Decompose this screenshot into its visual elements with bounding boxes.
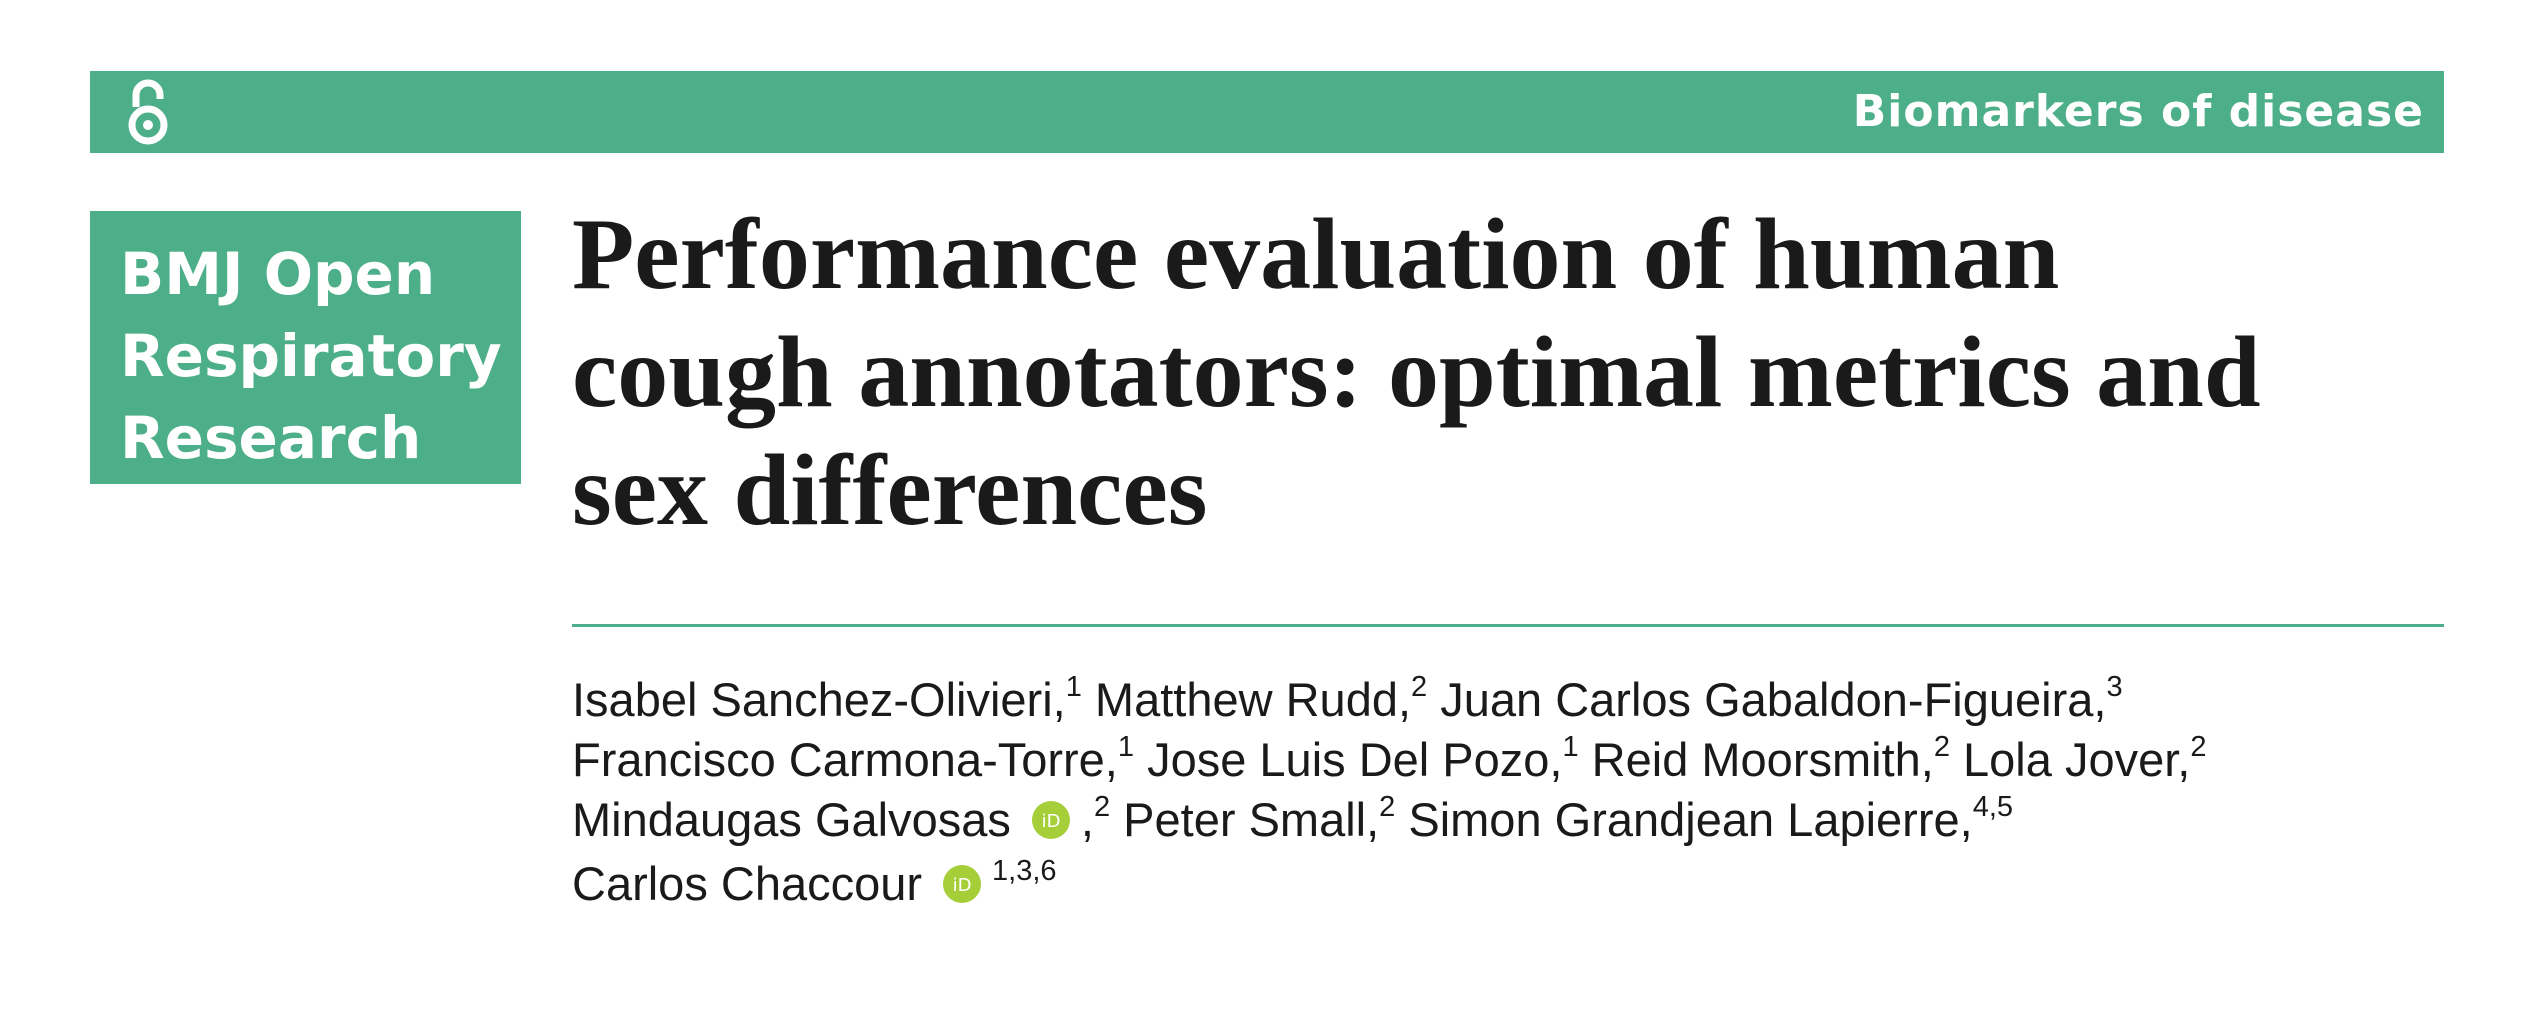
author-name: Mindaugas Galvosas bbox=[572, 793, 1011, 846]
section-banner: Biomarkers of disease bbox=[90, 71, 2444, 153]
orcid-badge[interactable]: iD bbox=[1031, 800, 1071, 840]
affiliation-number: 2 bbox=[1379, 791, 1396, 823]
section-label: Biomarkers of disease bbox=[1852, 86, 2424, 137]
affiliation-number: 1 bbox=[1562, 731, 1579, 763]
affiliation-number: 2 bbox=[1411, 671, 1428, 703]
affiliation-number: 4,5 bbox=[1972, 791, 2014, 823]
affiliation-number: 2 bbox=[1093, 791, 1111, 823]
orcid-badge[interactable]: iD bbox=[942, 864, 982, 904]
journal-name-line: Research bbox=[120, 404, 422, 472]
divider bbox=[572, 624, 2444, 627]
author-name: Reid Moorsmith, bbox=[1591, 733, 1934, 786]
affiliation-number: 1,3,6 bbox=[992, 855, 1057, 887]
author-name: Matthew Rudd, bbox=[1094, 673, 1412, 726]
author-line: Francisco Carmona-Torre,1 Jose Luis Del … bbox=[572, 730, 2206, 790]
svg-text:iD: iD bbox=[1041, 811, 1060, 832]
author-list: Isabel Sanchez-Olivieri,1 Matthew Rudd,2… bbox=[572, 670, 2206, 918]
author-name: Jose Luis Del Pozo, bbox=[1147, 733, 1563, 786]
svg-text:iD: iD bbox=[953, 875, 972, 896]
orcid-icon: iD bbox=[1031, 794, 1071, 854]
author-line: Mindaugas Galvosas iD ,2 Peter Small,2 Sim… bbox=[572, 790, 2206, 854]
affiliation-number: 1 bbox=[1065, 671, 1082, 703]
author-name: Simon Grandjean Lapierre, bbox=[1408, 793, 1973, 846]
author-name: Lola Jover, bbox=[1963, 733, 2191, 786]
title-line: cough annotators: optimal metrics and bbox=[572, 316, 2261, 429]
affiliation-number: 2 bbox=[1933, 731, 1950, 763]
author-name: Francisco Carmona-Torre, bbox=[572, 733, 1118, 786]
affiliation-number: 2 bbox=[2190, 731, 2207, 763]
author-line: Carlos Chaccour iD 1,3,6 bbox=[572, 854, 2206, 918]
journal-name-line: Respiratory bbox=[120, 322, 502, 390]
open-access-icon bbox=[128, 79, 168, 145]
journal-badge: BMJ Open Respiratory Research bbox=[90, 211, 521, 484]
author-line: Isabel Sanchez-Olivieri,1 Matthew Rudd,2… bbox=[572, 670, 2206, 730]
author-name: Isabel Sanchez-Olivieri, bbox=[572, 673, 1066, 726]
journal-name-line: BMJ Open bbox=[120, 240, 436, 308]
title-line: Performance evaluation of human bbox=[572, 198, 2060, 311]
title-line: sex differences bbox=[572, 434, 1208, 547]
author-punctuation: , bbox=[1080, 793, 1094, 846]
author-name: Carlos Chaccour bbox=[572, 857, 923, 910]
article-title: Performance evaluation of human cough ann… bbox=[572, 196, 2261, 550]
author-name: Juan Carlos Gabaldon-Figueira, bbox=[1440, 673, 2107, 726]
orcid-icon: iD bbox=[942, 858, 982, 918]
affiliation-number: 1 bbox=[1117, 731, 1135, 763]
author-name: Peter Small, bbox=[1123, 793, 1380, 846]
affiliation-number: 3 bbox=[2106, 671, 2123, 703]
